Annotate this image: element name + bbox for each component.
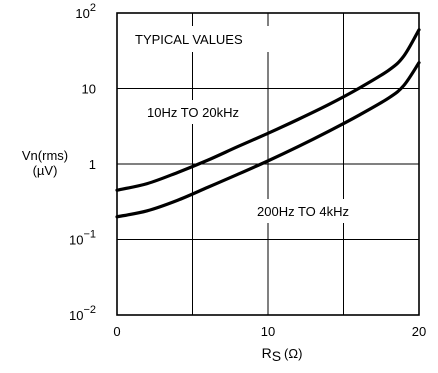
y-axis-label-line2: (µV): [33, 163, 58, 178]
y-tick-label-0: 102: [75, 2, 96, 21]
y-tick-label-4: 10−2: [69, 304, 96, 323]
y-tick-label-1: 10: [82, 82, 96, 97]
y-tick-base-2: 1: [89, 157, 96, 172]
y-tick-exp-4: −2: [83, 304, 96, 316]
x-axis-label-main: R: [262, 345, 272, 361]
annotation-typical-values: TYPICAL VALUES: [135, 32, 243, 47]
x-tick-label-2: 20: [412, 324, 426, 339]
x-axis-label: RS (Ω): [262, 345, 303, 364]
annotation-wideband-bg: [143, 100, 263, 124]
y-tick-label-3: 10−1: [69, 229, 96, 248]
x-axis-label-unit: (Ω): [284, 346, 302, 361]
x-axis-ticks: 0 10 20: [113, 324, 426, 339]
series-line-1: [115, 61, 421, 219]
y-tick-base-0: 10: [75, 6, 89, 21]
y-tick-base-4: 10: [69, 308, 83, 323]
x-axis-label-sub: S: [272, 348, 281, 364]
annotation-200hz-4khz: 200Hz TO 4kHz: [257, 204, 349, 219]
annotation-10hz-20khz: 10Hz TO 20kHz: [147, 105, 239, 120]
y-tick-base-3: 10: [69, 233, 83, 248]
y-tick-label-2: 1: [89, 157, 96, 172]
grid-lines: [117, 12, 419, 316]
annotation-typical-bg: [131, 26, 279, 52]
x-tick-label-0: 0: [113, 324, 120, 339]
y-tick-exp-0: 2: [90, 2, 96, 14]
y-tick-exp-3: −1: [83, 229, 96, 241]
series-line-0: [115, 28, 421, 192]
annotations: TYPICAL VALUES 10Hz TO 20kHz 200Hz TO 4k…: [131, 26, 381, 223]
series-layer: [115, 28, 421, 219]
annotation-narrowband-bg: [253, 199, 381, 223]
x-tick-label-1: 10: [261, 324, 275, 339]
y-axis-label-line1: Vn(rms): [22, 148, 68, 163]
plot-frame: [116, 12, 420, 316]
y-tick-base-1: 10: [82, 82, 96, 97]
